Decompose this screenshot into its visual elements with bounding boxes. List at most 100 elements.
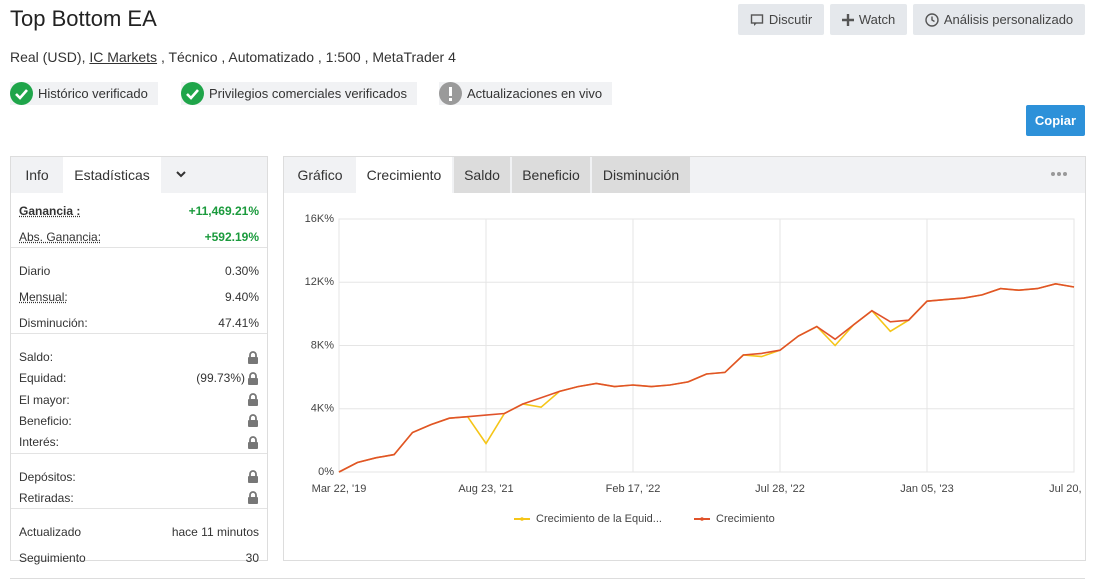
tab-active[interactable]: Crecimiento bbox=[356, 157, 452, 193]
stat-row: Diario 0.30% bbox=[19, 262, 259, 280]
badge: Histórico verificado bbox=[10, 82, 158, 105]
stat-value-text: 0.30% bbox=[224, 264, 259, 278]
details: , Técnico , Automatizado , 1:500 , MetaT… bbox=[160, 49, 456, 65]
lock-body bbox=[248, 497, 258, 505]
stat-label: Actualizado bbox=[19, 525, 82, 540]
badge: Actualizaciones en vivo bbox=[439, 82, 613, 105]
badge-icon bbox=[439, 82, 462, 105]
stat-value: 47.41% bbox=[218, 316, 259, 330]
icon-circle bbox=[10, 82, 33, 105]
legend-label: Crecimiento bbox=[716, 513, 775, 525]
icon-check bbox=[186, 89, 199, 100]
watch-button[interactable]: Watch bbox=[830, 4, 907, 35]
y-tick-label: 8K% bbox=[311, 339, 334, 351]
separator bbox=[11, 508, 267, 510]
stat-value-text: hace 11 minutos bbox=[171, 525, 259, 540]
y-tick-label: 12K% bbox=[305, 276, 335, 288]
stat-row: Disminución: 47.41% bbox=[19, 314, 259, 332]
stat-row: Retiradas: bbox=[19, 489, 259, 507]
tab[interactable]: Beneficio bbox=[512, 157, 590, 193]
x-tick-label: Jul 28, '22 bbox=[755, 483, 805, 495]
stat-row: Mensual: 9.40% bbox=[19, 288, 259, 306]
stat-label: Beneficio: bbox=[19, 413, 72, 428]
legend-item[interactable]: Crecimiento de la Equid... bbox=[514, 513, 662, 525]
lock-shackle bbox=[249, 435, 257, 442]
icon-dot bbox=[449, 98, 452, 101]
stat-value: 30 bbox=[246, 551, 259, 565]
stat-row: Equidad: (99.73%) bbox=[19, 369, 259, 387]
lock-icon bbox=[248, 435, 258, 449]
icon-bang bbox=[449, 87, 452, 96]
icon bbox=[925, 12, 939, 27]
lock-shackle bbox=[249, 470, 257, 476]
stat-label: Retiradas: bbox=[19, 490, 74, 505]
stat-value bbox=[247, 491, 259, 505]
lock-body bbox=[248, 399, 258, 407]
stat-row: Actualizado hace 11 minutos bbox=[19, 523, 259, 541]
chart-panel: Gráfico Crecimiento Saldo Beneficio Dism… bbox=[283, 156, 1086, 561]
divider bbox=[10, 578, 1085, 579]
lock-icon bbox=[248, 414, 258, 428]
lock-body bbox=[248, 377, 258, 385]
x-tick-label: Mar 22, '19 bbox=[312, 483, 367, 495]
label: Discutir bbox=[768, 12, 813, 27]
stat-row: Abs. Ganancia: +592.19% bbox=[19, 228, 259, 246]
badge-label: Privilegios comerciales verificados bbox=[209, 86, 407, 101]
legend-item[interactable]: Crecimiento bbox=[694, 513, 775, 525]
separator bbox=[11, 452, 267, 454]
stat-value: 0.30% bbox=[225, 264, 259, 278]
badge-icon bbox=[181, 82, 204, 105]
x-tick-label: Feb 17, '22 bbox=[606, 483, 661, 495]
lock-shackle bbox=[249, 393, 257, 400]
stat-label: Equidad: bbox=[19, 371, 67, 386]
subtitle: Real (USD), IC Markets , Técnico , Autom… bbox=[10, 49, 456, 65]
legend-dot bbox=[700, 517, 704, 521]
copy-button[interactable]: Copiar bbox=[1026, 105, 1085, 136]
separator bbox=[11, 247, 267, 248]
stat-label: Diario bbox=[19, 264, 51, 278]
lock-shackle bbox=[249, 350, 257, 357]
stat-row: El mayor: bbox=[19, 391, 259, 409]
broker-link[interactable]: IC Markets bbox=[89, 49, 158, 65]
stat-row: Ganancia : +11,469.21% bbox=[19, 202, 259, 220]
series-line bbox=[338, 282, 1075, 473]
stat-value bbox=[247, 435, 259, 449]
discuss-button[interactable]: Discutir bbox=[738, 4, 824, 35]
badge-icon bbox=[10, 82, 33, 105]
stat-row: Saldo: bbox=[19, 348, 259, 366]
stat-label: Interés: bbox=[19, 435, 60, 450]
icon-check bbox=[15, 89, 28, 100]
stat-label: Saldo: bbox=[19, 350, 54, 364]
stat-label: Abs. Ganancia: bbox=[19, 230, 102, 244]
lock-icon bbox=[248, 393, 258, 407]
legend-label: Crecimiento de la Equid... bbox=[536, 513, 662, 525]
stat-label: Ganancia : bbox=[19, 204, 81, 218]
stat-label: El mayor: bbox=[19, 392, 70, 407]
stat-value: +11,469.21% bbox=[189, 204, 259, 218]
stat-value-text: 9.40% bbox=[224, 290, 259, 304]
tab[interactable]: Info bbox=[25, 167, 49, 183]
menu[interactable] bbox=[1050, 171, 1068, 177]
analysis-button[interactable]: Análisis personalizado bbox=[913, 4, 1085, 35]
tab[interactable]: Saldo bbox=[454, 157, 510, 193]
badge: Privilegios comerciales verificados bbox=[181, 82, 417, 105]
lock-body bbox=[248, 420, 258, 428]
icon bbox=[841, 13, 854, 26]
stat-row: Seguimiento 30 bbox=[19, 549, 259, 567]
chart-heading: Gráfico bbox=[297, 167, 343, 183]
dropdown[interactable] bbox=[175, 170, 187, 180]
stat-value: +592.19% bbox=[205, 230, 259, 244]
x-tick-label: Aug 23, '21 bbox=[458, 483, 513, 495]
tab[interactable]: Disminución bbox=[592, 157, 690, 193]
y-tick-label: 16K% bbox=[305, 213, 335, 225]
tab-active[interactable]: Estadísticas bbox=[63, 157, 161, 193]
lock-icon bbox=[248, 470, 258, 483]
y-tick-label: 4K% bbox=[311, 403, 334, 415]
stat-row: Beneficio: bbox=[19, 412, 259, 430]
lock-icon bbox=[248, 371, 258, 385]
chart: 0% 4K% 8K% 12K% 16K% Mar 22, '19 Aug 23, '21 Fe… bbox=[305, 213, 1084, 525]
lock-shackle bbox=[249, 491, 257, 498]
label: Watch bbox=[858, 12, 896, 27]
stat-value-text: (99.73%) bbox=[196, 371, 245, 386]
